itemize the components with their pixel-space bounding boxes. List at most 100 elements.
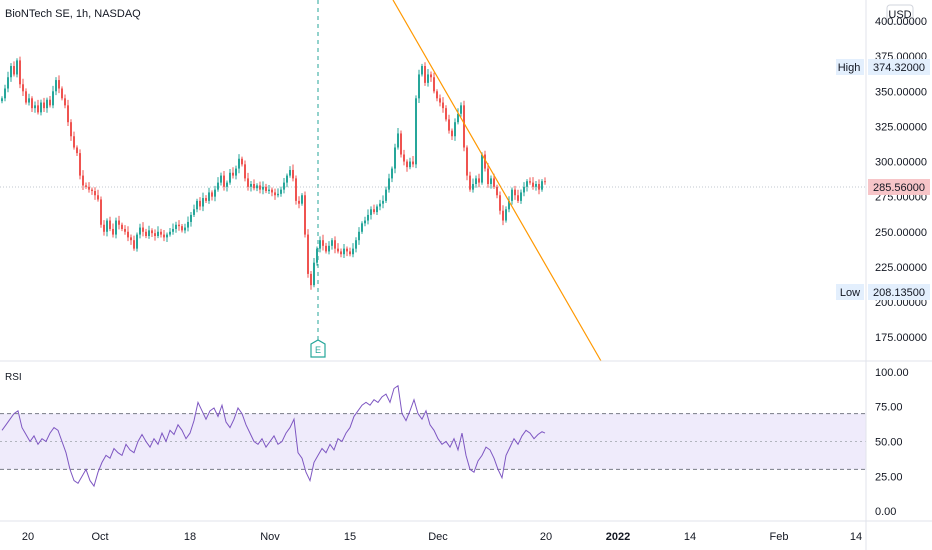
candle-53 (160, 228, 162, 238)
candle-69 (208, 187, 210, 204)
candle-148 (445, 105, 447, 122)
candle-172 (517, 189, 519, 203)
candle-161 (484, 150, 486, 172)
candle-123 (370, 206, 372, 220)
candle-130 (391, 166, 393, 183)
candle-66 (199, 197, 201, 211)
candle-132 (397, 127, 399, 150)
candle-143 (430, 71, 432, 82)
candle-28 (85, 182, 87, 189)
candle-116 (349, 247, 351, 257)
candle-176 (529, 177, 531, 185)
candle-20 (61, 86, 63, 101)
candle-46 (139, 223, 141, 239)
currency-button[interactable]: USD (886, 4, 914, 25)
candle-54 (163, 229, 165, 242)
price-tick-3: 250.00000 (875, 227, 927, 239)
price-tick-5: 300.00000 (875, 157, 927, 169)
candle-155 (466, 145, 468, 181)
time-tick-8: 14 (684, 531, 696, 543)
candle-154 (463, 100, 465, 152)
price-tick-1: 200.00000 (875, 297, 927, 309)
candle-92 (277, 188, 279, 198)
time-tick-5: Dec (428, 531, 448, 543)
candle-27 (82, 170, 84, 191)
candle-9 (28, 93, 30, 106)
candle-6 (19, 56, 21, 89)
candle-106 (319, 236, 321, 253)
low-value-box (868, 284, 930, 300)
candle-14 (43, 97, 45, 112)
rsi-axis[interactable]: 0.00 25.00 50.00 75.00 100.00 (875, 367, 909, 518)
candle-167 (502, 205, 504, 226)
candle-61 (184, 223, 186, 234)
candle-169 (508, 196, 510, 213)
candle-118 (355, 237, 357, 253)
candle-26 (79, 149, 81, 180)
candle-87 (262, 181, 264, 195)
candle-29 (88, 182, 90, 193)
candle-171 (514, 185, 516, 200)
earnings-flag[interactable]: E (310, 339, 326, 358)
candle-94 (283, 177, 285, 194)
candle-117 (352, 243, 354, 258)
price-candles (1, 56, 546, 290)
candle-59 (178, 220, 180, 231)
time-tick-1: Oct (91, 531, 108, 543)
candle-72 (217, 177, 219, 192)
candle-21 (64, 94, 66, 109)
candle-76 (229, 168, 231, 185)
candle-139 (418, 69, 420, 103)
time-tick-4: 15 (344, 531, 356, 543)
candle-17 (52, 85, 54, 109)
candle-96 (289, 166, 291, 178)
time-tick-2: 18 (184, 531, 196, 543)
candle-113 (340, 248, 342, 258)
candle-63 (190, 211, 192, 227)
candle-8 (25, 88, 27, 105)
candle-98 (295, 175, 297, 205)
last-price-box (868, 179, 930, 195)
time-axis[interactable]: 20 Oct 18 Nov 15 Dec 20 2022 14 Feb 14 (22, 531, 862, 543)
candle-105 (316, 246, 318, 266)
candle-150 (451, 128, 453, 141)
candle-127 (382, 195, 384, 209)
candle-114 (343, 243, 345, 259)
time-tick-3: Nov (260, 531, 280, 543)
candle-147 (442, 97, 444, 113)
currency-button-box[interactable] (886, 4, 914, 25)
rsi-tick-3: 75.00 (875, 402, 903, 414)
candle-179 (538, 179, 540, 195)
candle-85 (256, 183, 258, 192)
candle-10 (31, 96, 33, 112)
rsi-tick-0: 0.00 (875, 506, 896, 518)
candle-112 (337, 243, 339, 254)
currency-label: USD (888, 9, 911, 21)
candle-124 (373, 204, 375, 215)
candle-75 (226, 180, 228, 192)
candle-57 (172, 223, 174, 235)
candle-100 (301, 193, 303, 206)
candle-157 (472, 178, 474, 193)
candle-1 (4, 84, 6, 102)
candle-7 (22, 78, 24, 96)
candle-134 (403, 149, 405, 166)
candle-104 (313, 258, 315, 288)
trendline[interactable] (392, 0, 602, 362)
candle-115 (346, 246, 348, 257)
time-tick-9: Feb (770, 531, 789, 543)
candle-170 (511, 187, 513, 205)
candle-55 (166, 232, 168, 243)
candle-80 (241, 156, 243, 167)
candle-22 (67, 99, 69, 126)
candle-84 (253, 179, 255, 191)
candle-62 (187, 216, 189, 232)
candle-86 (259, 181, 261, 194)
earnings-flag-icon[interactable] (310, 339, 326, 358)
candle-140 (421, 63, 423, 77)
candle-77 (232, 167, 234, 179)
candle-156 (469, 171, 471, 192)
candle-70 (211, 190, 213, 201)
candle-168 (505, 206, 507, 223)
